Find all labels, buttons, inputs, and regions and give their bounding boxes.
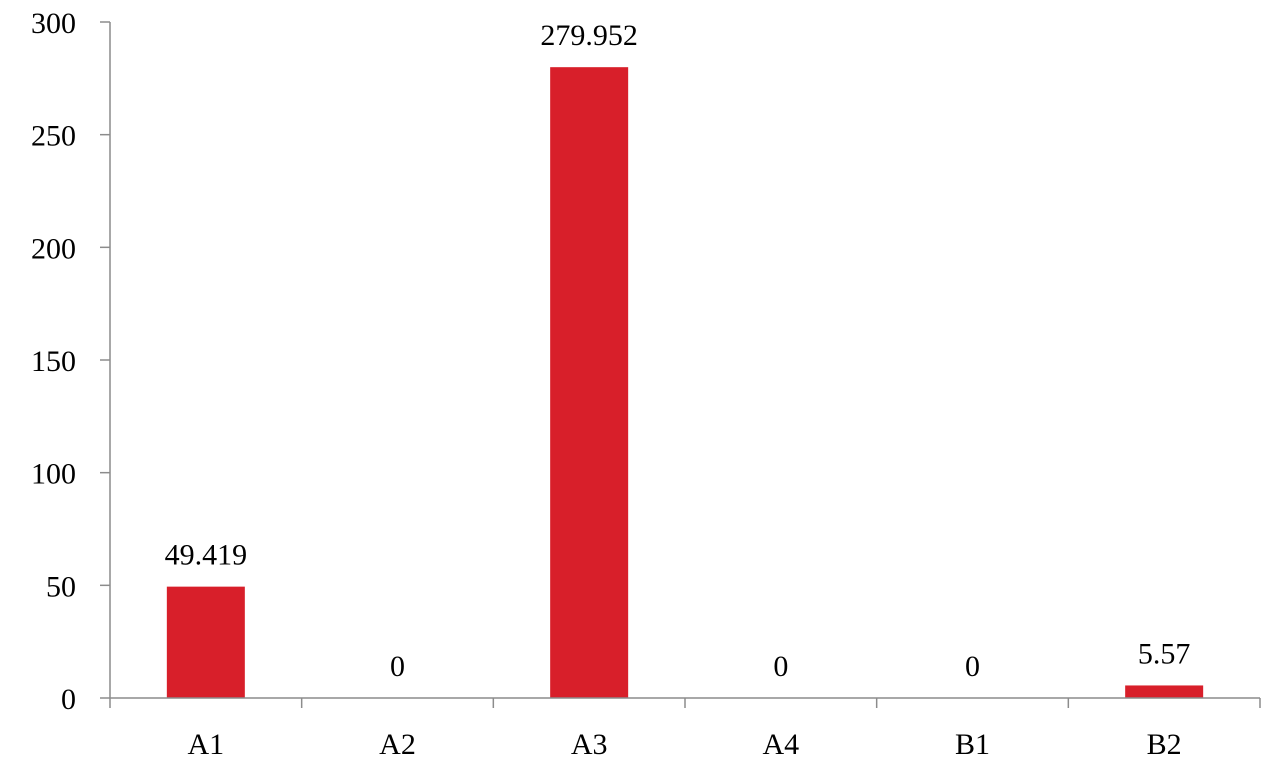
x-category-label: A3 bbox=[571, 728, 608, 760]
y-tick-label: 0 bbox=[61, 683, 76, 716]
y-tick-label: 150 bbox=[31, 345, 76, 378]
x-category-label: A2 bbox=[379, 728, 416, 760]
axes-layer bbox=[109, 22, 1260, 699]
bars-layer bbox=[166, 67, 1204, 699]
y-tick-label: 100 bbox=[31, 458, 76, 491]
data-label: 0 bbox=[773, 650, 788, 683]
data-label: 49.419 bbox=[165, 539, 248, 572]
y-tick-label: 50 bbox=[46, 570, 76, 603]
y-tick-label: 300 bbox=[31, 7, 76, 40]
bar bbox=[1125, 685, 1204, 698]
data-label: 5.57 bbox=[1138, 637, 1191, 670]
x-category-label: B2 bbox=[1147, 728, 1182, 760]
data-label: 279.952 bbox=[540, 19, 638, 52]
y-tick-label: 250 bbox=[31, 120, 76, 153]
data-labels-layer: 49.419 0 279.952 0 0 5.57 bbox=[165, 19, 1191, 683]
data-label: 0 bbox=[390, 650, 405, 683]
data-label: 0 bbox=[965, 650, 980, 683]
x-category-label: B1 bbox=[955, 728, 990, 760]
x-ticks-layer: A1 A2 A3 A4 B1 B2 bbox=[109, 698, 1261, 760]
x-category-label: A4 bbox=[762, 728, 799, 760]
y-ticks-layer: 0 50 100 150 200 250 300 bbox=[31, 7, 110, 716]
x-category-label: A1 bbox=[187, 728, 224, 760]
bar bbox=[550, 67, 629, 699]
bar bbox=[166, 586, 245, 698]
y-tick-label: 200 bbox=[31, 232, 76, 265]
